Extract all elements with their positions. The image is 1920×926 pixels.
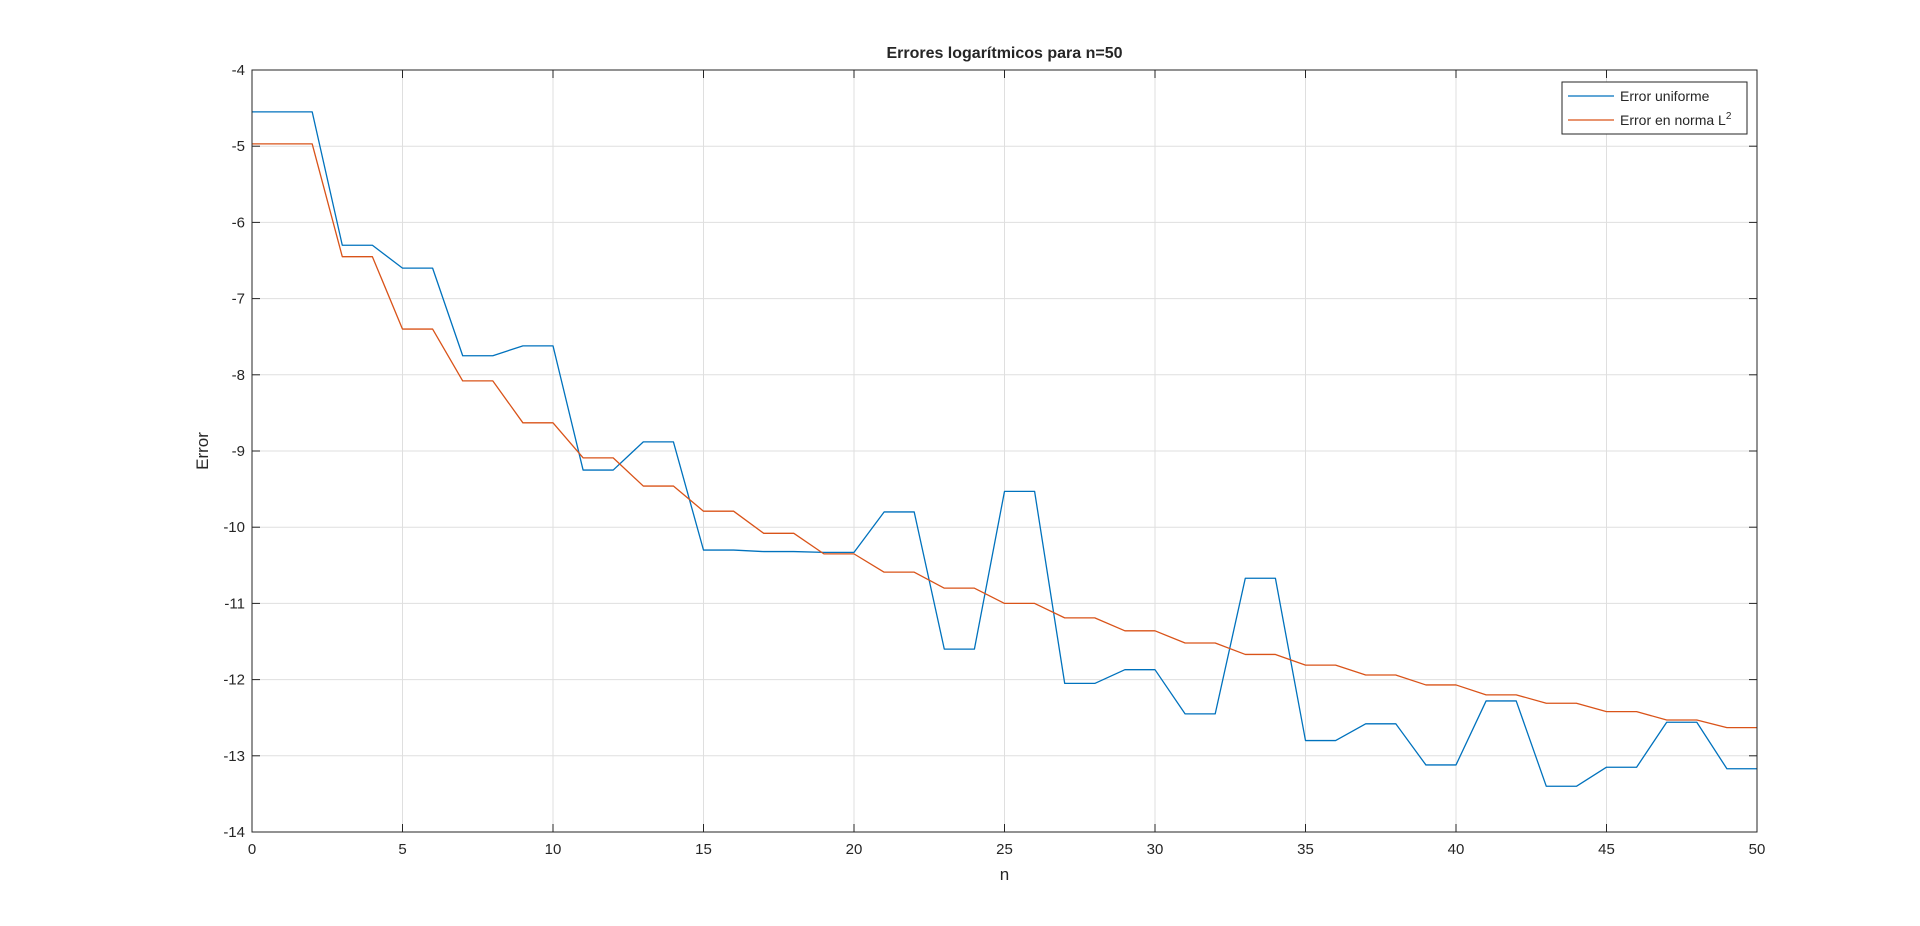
x-axis-label: n	[1000, 865, 1009, 884]
y-tick-label: -8	[232, 367, 245, 384]
legend-label-error-l2: Error en norma L2	[1620, 111, 1732, 128]
y-tick-label: -7	[232, 291, 245, 308]
y-tick-label: -10	[223, 519, 245, 536]
x-tick-label: 15	[695, 841, 712, 858]
y-tick-label: -14	[223, 824, 245, 841]
x-tick-label: 5	[398, 841, 406, 858]
x-tick-label: 20	[846, 841, 863, 858]
x-tick-label: 50	[1749, 841, 1766, 858]
y-axis-ticks: -4 -5 -6 -7 -8 -9 -10 -11 -12 -13 -14	[223, 62, 1757, 841]
y-tick-label: -4	[232, 62, 245, 79]
series-line-0	[252, 111, 1757, 787]
x-axis-ticks: 0 5 10 15 20 25 30 35 40 45 50	[248, 70, 1766, 858]
x-tick-label: 45	[1598, 841, 1615, 858]
x-tick-label: 25	[996, 841, 1013, 858]
y-tick-label: -9	[232, 443, 245, 460]
x-tick-label: 10	[545, 841, 562, 858]
y-axis-label: Error	[193, 432, 212, 470]
legend-label-error-uniforme: Error uniforme	[1620, 88, 1710, 104]
chart-title: Errores logarítmicos para n=50	[886, 45, 1122, 62]
legend-label-l2-base: Error en norma L	[1620, 112, 1726, 128]
y-tick-label: -6	[232, 214, 245, 231]
series-line-1	[252, 143, 1757, 729]
y-tick-label: -12	[223, 672, 245, 689]
y-tick-label: -5	[232, 138, 245, 155]
x-tick-label: 0	[248, 841, 256, 858]
legend-label-l2-sup: 2	[1726, 111, 1732, 122]
x-tick-label: 30	[1147, 841, 1164, 858]
series-layer	[252, 111, 1757, 787]
legend-box	[1561, 81, 1748, 135]
y-tick-label: -11	[224, 595, 245, 612]
y-tick-label: -13	[223, 748, 245, 765]
x-tick-label: 35	[1297, 841, 1314, 858]
legend[interactable]: Error uniforme Error en norma L2	[1561, 81, 1748, 135]
x-tick-label: 40	[1448, 841, 1465, 858]
